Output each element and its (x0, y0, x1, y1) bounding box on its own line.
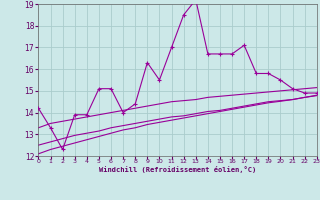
X-axis label: Windchill (Refroidissement éolien,°C): Windchill (Refroidissement éolien,°C) (99, 166, 256, 173)
